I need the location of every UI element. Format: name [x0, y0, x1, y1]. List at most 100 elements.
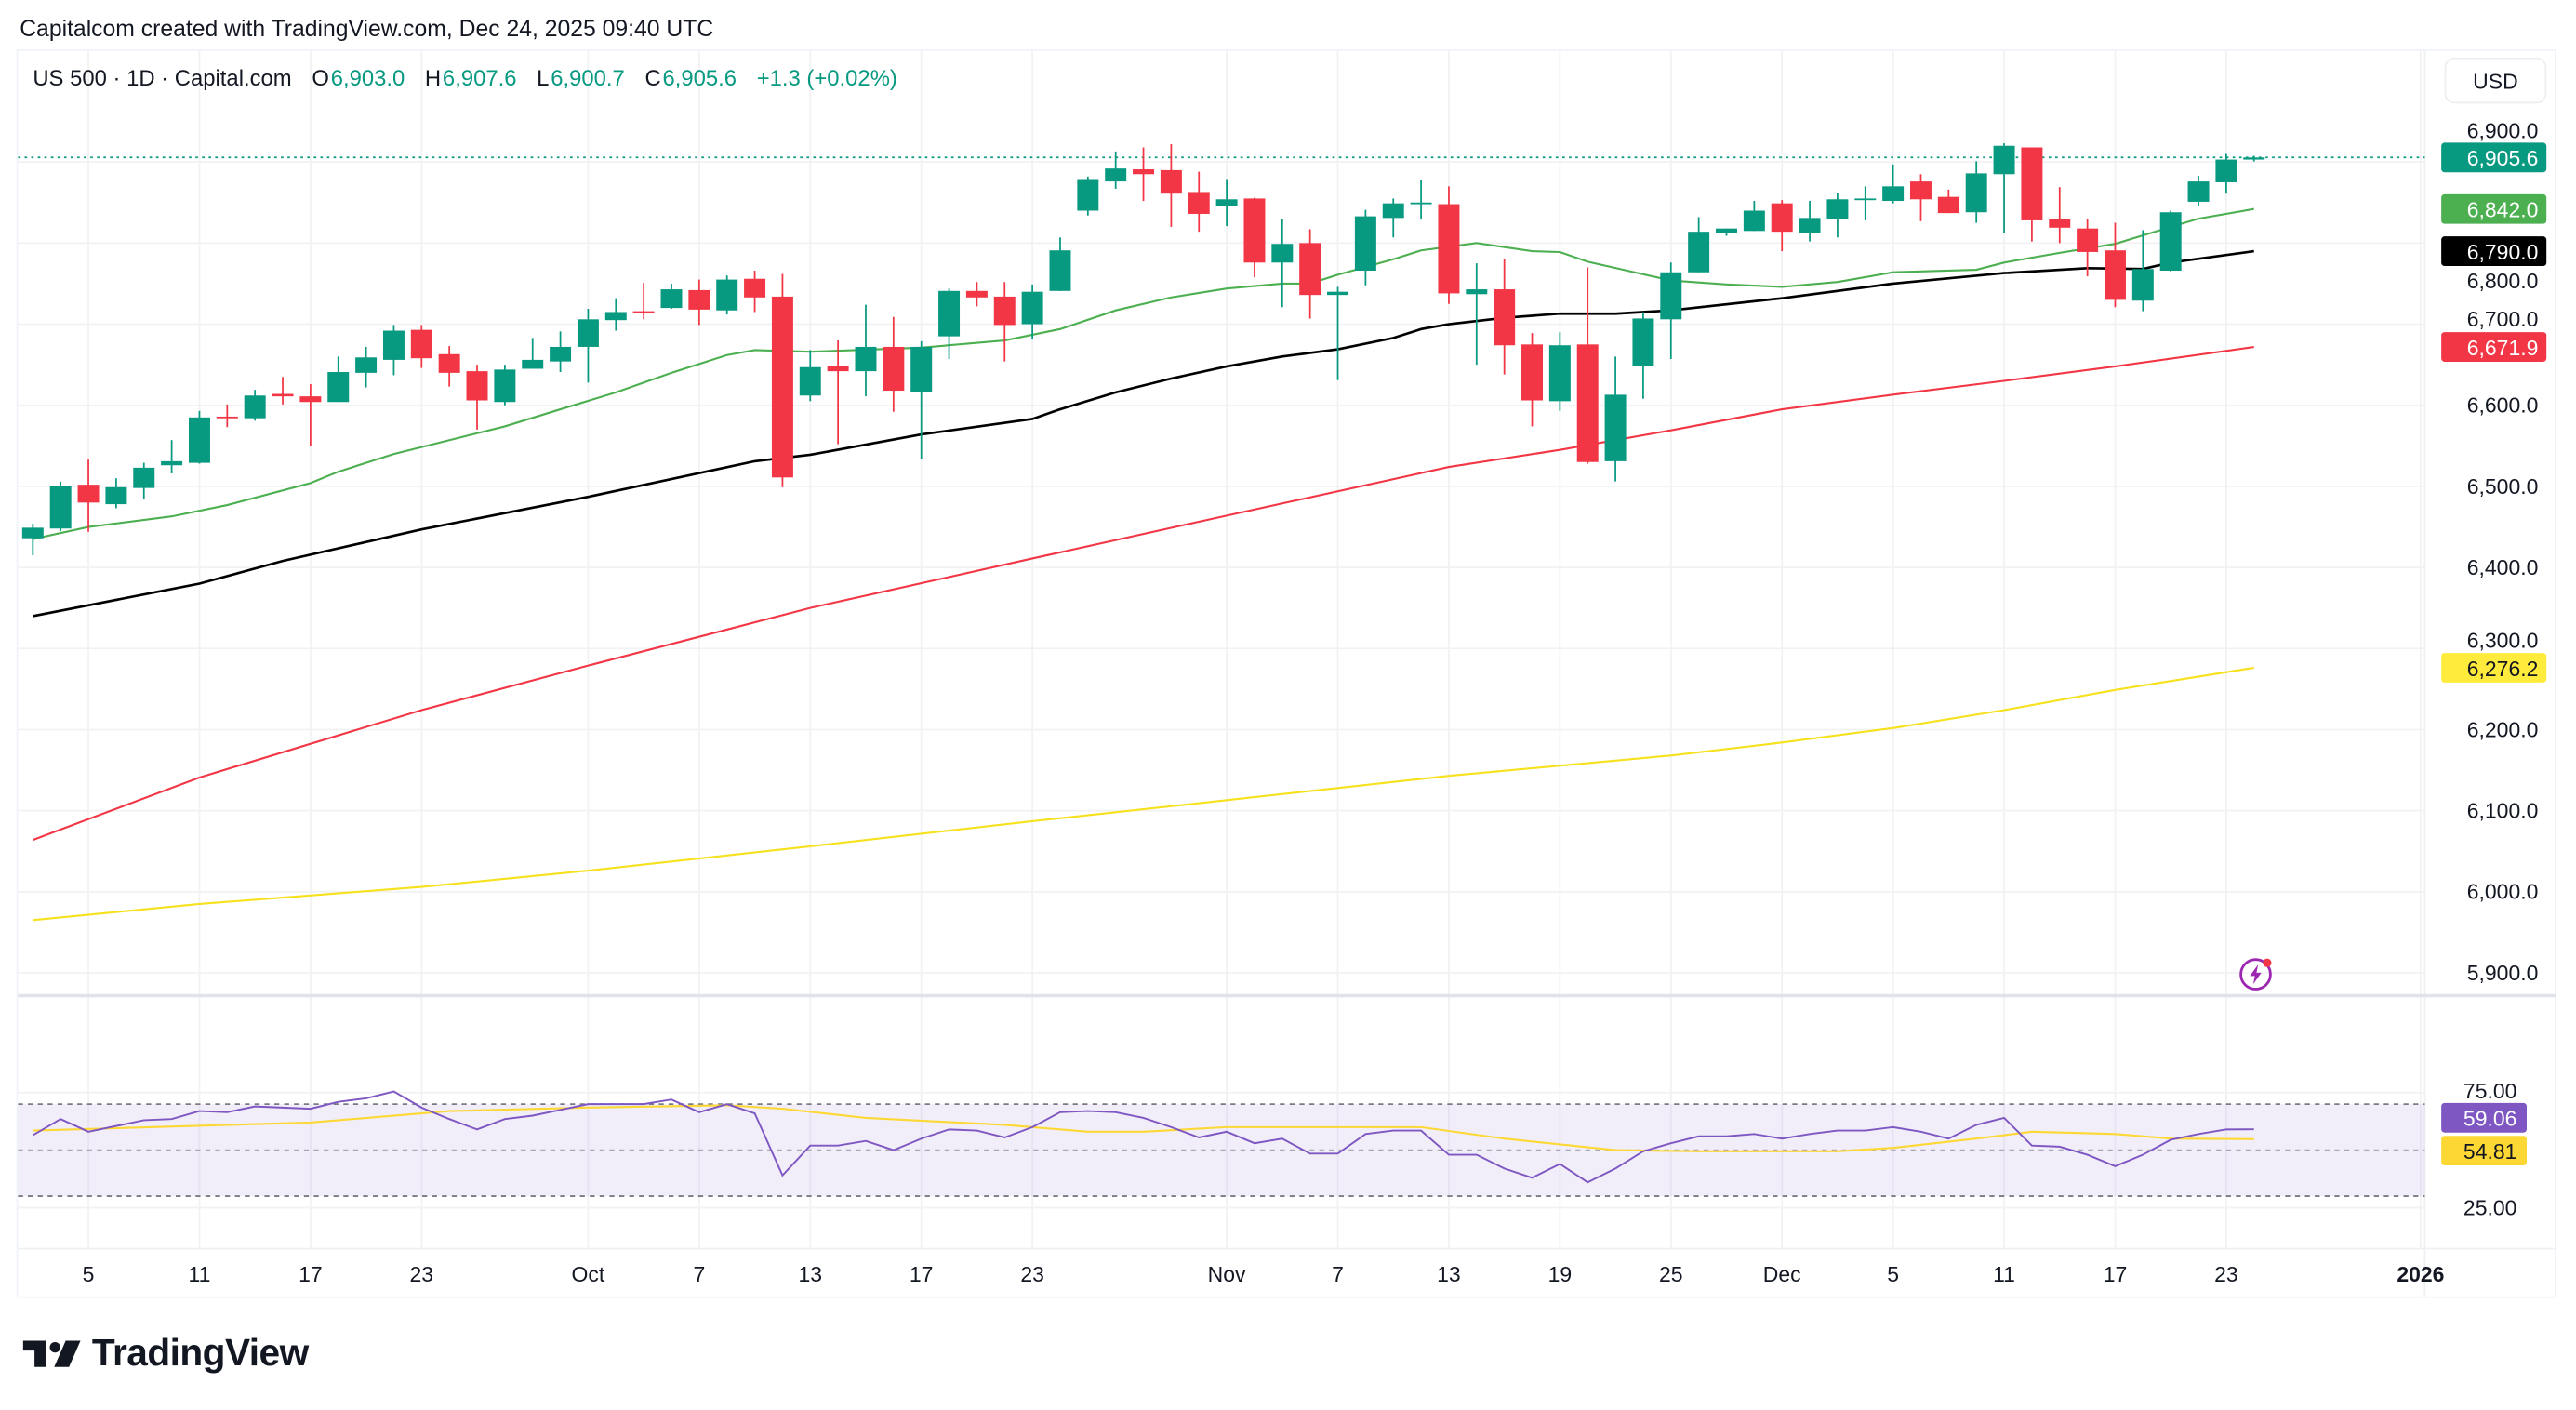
- price-axis-label: 6,900.0: [2467, 119, 2539, 143]
- time-axis-label: Dec: [1763, 1262, 1801, 1286]
- candle-body[interactable]: [1160, 169, 1182, 194]
- candle-body[interactable]: [688, 289, 710, 310]
- candle-body[interactable]: [965, 290, 988, 298]
- candle-body[interactable]: [1771, 203, 1793, 233]
- candle-body[interactable]: [771, 296, 793, 478]
- candle-body[interactable]: [410, 329, 432, 359]
- candle-body[interactable]: [2104, 250, 2126, 300]
- candle-body[interactable]: [660, 289, 683, 309]
- candle-body[interactable]: [1105, 168, 1127, 182]
- candle-body[interactable]: [1716, 228, 1737, 233]
- candle-body[interactable]: [105, 486, 127, 505]
- candle-body[interactable]: [1382, 203, 1404, 219]
- candle-body[interactable]: [1299, 243, 1321, 296]
- candle-body[interactable]: [77, 485, 100, 503]
- symbol-title[interactable]: US 500 · 1D · Capital.com: [33, 65, 292, 91]
- candle-body[interactable]: [161, 460, 183, 466]
- candle-body[interactable]: [438, 353, 460, 373]
- candle-body[interactable]: [577, 319, 599, 347]
- close-value: 6,905.6: [662, 65, 737, 91]
- candle-body[interactable]: [1188, 192, 1210, 214]
- low-value: 6,900.7: [551, 65, 625, 91]
- candle-body[interactable]: [1133, 169, 1155, 175]
- candle-body[interactable]: [1688, 232, 1710, 273]
- lightning-bolt-icon[interactable]: [2237, 956, 2274, 992]
- candle-body[interactable]: [21, 527, 44, 539]
- candle-body[interactable]: [1660, 272, 1682, 320]
- candle-body[interactable]: [1215, 199, 1238, 206]
- candle-body[interactable]: [632, 311, 655, 313]
- candle-body[interactable]: [382, 330, 405, 360]
- candle-body[interactable]: [1410, 202, 1432, 205]
- candle-body[interactable]: [883, 346, 905, 392]
- pane-separator[interactable]: [18, 993, 2556, 998]
- candle-body[interactable]: [855, 346, 877, 372]
- price-axis-label: 6,100.0: [2467, 799, 2539, 823]
- candle-body[interactable]: [1937, 196, 1959, 214]
- candle-body[interactable]: [494, 369, 516, 403]
- candle-body[interactable]: [1604, 394, 1627, 461]
- candle-body[interactable]: [1882, 186, 1905, 202]
- candle-body[interactable]: [1965, 173, 1987, 213]
- candle-body[interactable]: [1494, 289, 1516, 346]
- time-axis-label: 11: [189, 1262, 211, 1286]
- candle-body[interactable]: [744, 278, 766, 298]
- candle-body[interactable]: [2187, 181, 2210, 202]
- candle-body[interactable]: [1548, 345, 1571, 402]
- candle-body[interactable]: [2159, 212, 2182, 272]
- candle-body[interactable]: [1354, 216, 1376, 272]
- candle-body[interactable]: [327, 371, 350, 403]
- candle-body[interactable]: [1077, 179, 1099, 211]
- candle-body[interactable]: [355, 357, 378, 373]
- candle-body[interactable]: [827, 366, 849, 372]
- candle-body[interactable]: [1243, 198, 1266, 263]
- candle-body[interactable]: [799, 366, 821, 396]
- candle-body[interactable]: [1049, 250, 1071, 291]
- candle-body[interactable]: [1799, 218, 1821, 233]
- candle-body[interactable]: [1826, 199, 1849, 219]
- candle-body[interactable]: [466, 371, 488, 401]
- candle-body[interactable]: [1327, 291, 1349, 296]
- candle-body[interactable]: [1743, 210, 1765, 232]
- candle-body[interactable]: [244, 395, 266, 419]
- candle-body[interactable]: [299, 396, 322, 403]
- time-axis-label: 7: [1332, 1262, 1344, 1286]
- candle-body[interactable]: [1021, 291, 1043, 325]
- candle-body[interactable]: [49, 486, 72, 529]
- candle-body[interactable]: [272, 393, 294, 397]
- currency-button[interactable]: USD: [2444, 57, 2547, 104]
- candle-body[interactable]: [604, 312, 627, 321]
- time-axis-label: Oct: [572, 1262, 605, 1286]
- candle-body[interactable]: [2131, 269, 2154, 301]
- rsi-ma-line: [33, 1104, 2254, 1152]
- candle-body[interactable]: [1438, 204, 1460, 294]
- candle-body[interactable]: [1854, 198, 1877, 201]
- tradingview-logo[interactable]: TradingView: [22, 1331, 309, 1376]
- candle-body[interactable]: [1521, 344, 1543, 401]
- candle-body[interactable]: [1271, 244, 1294, 263]
- candle-body[interactable]: [716, 279, 738, 311]
- candle-body[interactable]: [938, 290, 961, 337]
- candle-body[interactable]: [188, 417, 210, 463]
- candle-body[interactable]: [1632, 318, 1654, 366]
- candle-body[interactable]: [2049, 219, 2071, 228]
- candle-body[interactable]: [522, 359, 544, 369]
- candle-body[interactable]: [133, 467, 155, 488]
- candle-body[interactable]: [1910, 181, 1932, 200]
- price-tag-label: 6,276.2: [2467, 657, 2539, 681]
- candle-body[interactable]: [216, 416, 238, 419]
- candle-body[interactable]: [2215, 159, 2237, 182]
- candle-body[interactable]: [1466, 289, 1488, 295]
- rsi-axis-label: 75.00: [2463, 1079, 2516, 1103]
- candle-body[interactable]: [910, 346, 933, 392]
- candle-body[interactable]: [2021, 147, 2043, 220]
- candle-body[interactable]: [993, 296, 1016, 326]
- candle-body[interactable]: [1576, 344, 1599, 462]
- rsi-value-label: 59.06: [2463, 1107, 2516, 1131]
- open-value: 6,903.0: [330, 65, 405, 91]
- candle-body[interactable]: [1993, 145, 2015, 175]
- candle-body[interactable]: [2243, 157, 2265, 160]
- candle-body[interactable]: [550, 346, 572, 362]
- candle-body[interactable]: [2077, 228, 2099, 252]
